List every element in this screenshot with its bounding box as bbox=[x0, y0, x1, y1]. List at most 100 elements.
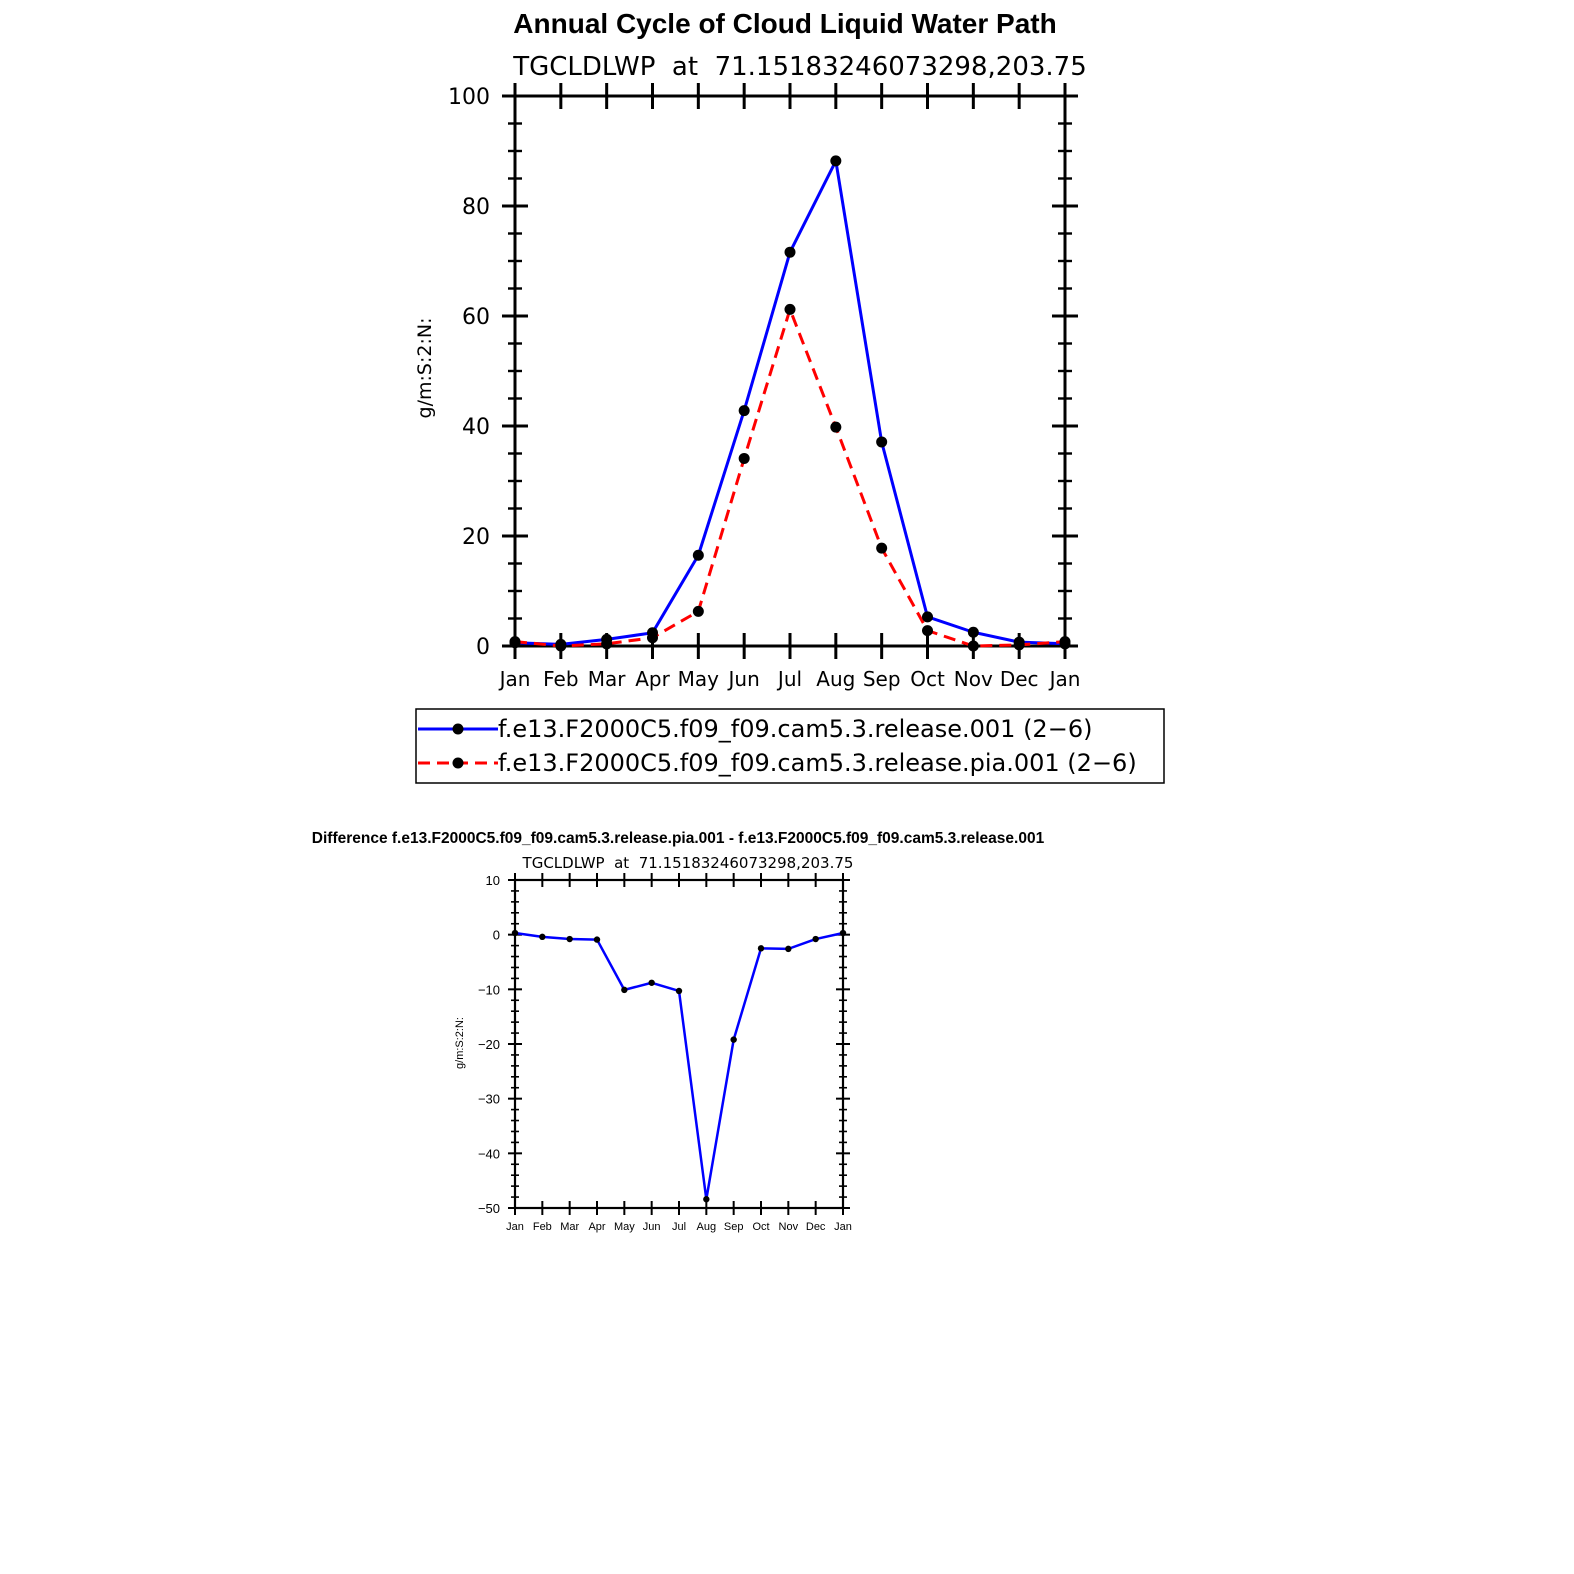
x-tick-label: Jan bbox=[498, 667, 531, 691]
legend-label-series-2: f.e13.F2000C5.f09_f09.cam5.3.release.pia… bbox=[498, 749, 1137, 777]
data-point-series-2 bbox=[830, 421, 842, 433]
data-point-series-2 bbox=[692, 605, 704, 617]
data-point-series-1 bbox=[648, 979, 655, 986]
data-point-series-2 bbox=[1013, 639, 1025, 651]
x-tick-label: Jun bbox=[643, 1221, 661, 1233]
y-tick-label: −30 bbox=[478, 1092, 500, 1107]
data-point-series-2 bbox=[922, 625, 933, 637]
series-line-1 bbox=[514, 159, 1066, 646]
difference-chart: Difference f.e13.F2000C5.f09_f09.cam5.3.… bbox=[312, 830, 1045, 1233]
data-point-series-1 bbox=[621, 986, 628, 994]
data-point-series-2 bbox=[555, 640, 567, 652]
data-point-series-1 bbox=[703, 1196, 710, 1203]
y-tick-label: 20 bbox=[462, 525, 490, 550]
difference-x-tick-labels: Jan Feb Mar Apr May Jun Jul Aug Sep Oct Nov Dec Jan bbox=[506, 1221, 852, 1233]
x-tick-label: Aug bbox=[697, 1221, 717, 1233]
plot-border bbox=[513, 878, 845, 1210]
x-tick-label: May bbox=[678, 667, 720, 691]
legend-marker-series-2 bbox=[452, 757, 464, 769]
y-tick-label: −10 bbox=[478, 982, 500, 997]
x-tick-label: Dec bbox=[1000, 667, 1039, 691]
y-tick-label: 10 bbox=[486, 873, 500, 888]
x-tick-label: Feb bbox=[533, 1221, 552, 1233]
data-point-series-1 bbox=[830, 155, 842, 167]
x-tick-label: Jan bbox=[506, 1221, 524, 1233]
x-tick-label: Jul bbox=[672, 1221, 686, 1233]
plot-frame bbox=[502, 83, 1078, 659]
x-tick-label: Nov bbox=[954, 667, 993, 691]
data-point-series-1 bbox=[922, 611, 933, 623]
x-tick-label: Jan bbox=[1048, 667, 1081, 691]
data-point-series-1 bbox=[967, 626, 979, 638]
data-point-series-1 bbox=[812, 935, 819, 943]
data-point-series-1 bbox=[785, 945, 792, 953]
data-point-series-2 bbox=[967, 640, 979, 652]
data-point-series-2 bbox=[876, 542, 888, 554]
chart-subtitle: TGCLDLWP at 71.15183246073298,203.75 bbox=[512, 52, 1087, 82]
annual-cycle-chart: Annual Cycle of Cloud Liquid Water Path … bbox=[414, 8, 1165, 784]
x-tick-label: Sep bbox=[863, 667, 901, 691]
x-tick-label: May bbox=[614, 1221, 635, 1233]
difference-chart-title: Difference f.e13.F2000C5.f09_f09.cam5.3.… bbox=[312, 830, 1045, 847]
x-tick-label: Aug bbox=[816, 667, 855, 691]
y-tick-label: 0 bbox=[476, 635, 490, 660]
data-point-series-1 bbox=[566, 935, 573, 943]
y-tick-label: −50 bbox=[478, 1201, 500, 1216]
difference-chart-subtitle: TGCLDLWP at 71.15183246073298,203.75 bbox=[522, 854, 854, 872]
legend-label-series-1: f.e13.F2000C5.f09_f09.cam5.3.release.001… bbox=[498, 715, 1092, 743]
data-point-series-2 bbox=[784, 303, 796, 315]
series-line-1 bbox=[514, 931, 844, 1201]
x-tick-label: Mar bbox=[588, 667, 627, 691]
difference-plot-frame bbox=[508, 873, 850, 1215]
data-point-series-1 bbox=[593, 936, 601, 943]
series-line-2 bbox=[514, 307, 1066, 648]
x-tick-label: Apr bbox=[588, 1221, 605, 1233]
y-tick-label: 80 bbox=[462, 195, 490, 220]
y-tick-labels: 0 20 40 60 80 100 bbox=[448, 85, 490, 660]
x-tick-label: Sep bbox=[724, 1221, 744, 1233]
data-point-series-2 bbox=[601, 638, 613, 650]
data-point-series-1 bbox=[757, 945, 765, 952]
data-point-series-1 bbox=[876, 436, 888, 448]
data-point-series-2 bbox=[509, 636, 521, 648]
legend-marker-series-1 bbox=[452, 723, 464, 735]
y-tick-label: 100 bbox=[448, 85, 490, 110]
y-tick-label: −20 bbox=[478, 1037, 500, 1052]
data-point-series-2 bbox=[647, 632, 658, 644]
x-tick-label: Jun bbox=[727, 667, 760, 691]
x-tick-label: Feb bbox=[543, 667, 578, 691]
x-tick-label: Apr bbox=[635, 667, 670, 691]
x-tick-label: Jul bbox=[776, 667, 802, 691]
y-tick-label: 40 bbox=[462, 415, 490, 440]
chart-title: Annual Cycle of Cloud Liquid Water Path bbox=[513, 8, 1056, 39]
x-tick-label: Jan bbox=[834, 1221, 852, 1233]
difference-y-tick-labels: −50 −40 −30 −20 −10 0 10 bbox=[478, 873, 500, 1216]
data-point-series-1 bbox=[738, 405, 750, 417]
data-point-series-2 bbox=[738, 452, 750, 464]
x-tick-label: Nov bbox=[779, 1221, 799, 1233]
x-tick-label: Dec bbox=[806, 1221, 826, 1233]
difference-y-axis-label: g/m:S:2:N: bbox=[454, 1017, 466, 1069]
legend: f.e13.F2000C5.f09_f09.cam5.3.release.001… bbox=[415, 708, 1165, 784]
plot-border bbox=[513, 94, 1067, 648]
x-tick-labels: Jan Feb Mar Apr May Jun Jul Aug Sep Oct Nov Dec Jan bbox=[498, 667, 1081, 691]
data-point-series-1 bbox=[675, 987, 683, 995]
data-point-series-2 bbox=[1059, 636, 1071, 648]
data-point-series-1 bbox=[539, 933, 546, 941]
data-point-series-1 bbox=[692, 549, 704, 561]
data-point-series-1 bbox=[730, 1036, 737, 1043]
y-tick-label: −40 bbox=[478, 1146, 500, 1161]
y-axis-label: g/m:S:2:N: bbox=[414, 318, 436, 419]
x-tick-label: Mar bbox=[560, 1221, 579, 1233]
y-tick-label: 0 bbox=[493, 928, 500, 943]
difference-series-line bbox=[511, 929, 847, 1203]
data-point-series-1 bbox=[511, 929, 519, 937]
data-point-series-1 bbox=[784, 246, 796, 258]
data-point-series-1 bbox=[839, 929, 847, 937]
y-tick-label: 60 bbox=[462, 305, 490, 330]
x-tick-label: Oct bbox=[910, 667, 945, 691]
series-lines bbox=[509, 155, 1071, 652]
x-tick-label: Oct bbox=[752, 1221, 769, 1233]
legend-box bbox=[415, 708, 1165, 784]
